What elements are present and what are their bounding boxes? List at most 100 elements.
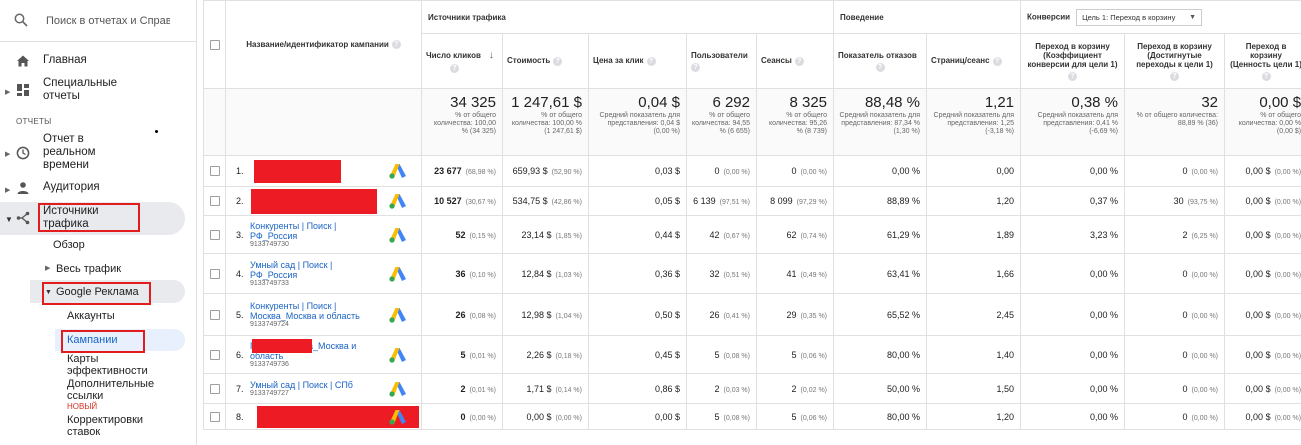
search-icon[interactable] [14, 13, 28, 27]
pages-value: 1,20 [996, 196, 1015, 206]
nav-campaigns[interactable]: Кампании [67, 334, 118, 346]
redacted-block [257, 406, 419, 428]
row-checkbox-cell [203, 155, 226, 187]
totals-cell: 8 325% от общего количества: 95,26 % (8 … [755, 88, 835, 156]
row-checkbox[interactable] [209, 411, 220, 422]
totals-note: Средний показатель для представления: 87… [839, 112, 921, 135]
search-input[interactable] [46, 12, 170, 30]
nav-google-ads[interactable]: Google Реклама [56, 286, 139, 298]
search-bar [0, 0, 196, 42]
conv-rate-value: 0,00 % [1089, 309, 1119, 320]
nav-audience[interactable]: ▶ Аудитория [0, 181, 196, 195]
cpc-cell: 0,36 $ [588, 253, 687, 294]
bounce-value: 61,29 % [886, 229, 921, 240]
users-value: 5 [714, 349, 720, 360]
nav-sitelinks[interactable]: Дополнительные ссылки [67, 378, 155, 402]
column-users-label: Пользователи [691, 50, 748, 60]
row-checkbox[interactable] [209, 309, 220, 320]
column-goal-value[interactable]: Переход в корзину (Ценность цели 1)? [1224, 33, 1301, 89]
expand-arrow-icon[interactable]: ▶ [5, 151, 11, 158]
campaign-name-link[interactable]: Конкуренты | Поиск | Москва_Москва и обл… [250, 300, 360, 321]
sessions-value: 5 [791, 349, 797, 360]
help-icon[interactable]: ? [1261, 71, 1271, 81]
row-checkbox-cell [203, 215, 226, 254]
row-checkbox[interactable] [209, 349, 220, 360]
group-acquisition: Источники трафика [420, 0, 835, 34]
nav-custom-reports[interactable]: ▶ Специальные отчеты [0, 77, 196, 105]
row-checkbox[interactable] [209, 229, 220, 240]
sort-desc-icon[interactable]: ↓ [488, 49, 494, 61]
campaign-name-link[interactable]: Умный сад | Поиск | СПб [250, 379, 353, 390]
collapse-arrow-icon[interactable]: ▼ [45, 289, 52, 296]
help-icon[interactable]: ? [450, 63, 459, 73]
column-users[interactable]: Пользователи? [686, 33, 757, 89]
expand-arrow-icon[interactable]: ▶ [45, 265, 51, 272]
expand-arrow-icon[interactable]: ▶ [5, 187, 11, 194]
help-icon[interactable]: ? [1068, 71, 1078, 81]
row-checkbox[interactable] [209, 196, 220, 207]
totals-cell: 34 325% от общего количества: 100,00 % (… [421, 88, 503, 156]
google-ads-icon[interactable] [389, 409, 407, 425]
column-conv-rate[interactable]: Переход в корзину (Коэффициент конверсии… [1020, 33, 1126, 89]
nav-overview[interactable]: Обзор [53, 239, 85, 251]
help-icon[interactable]: ? [646, 56, 656, 66]
users-cell: 26 (0,41 %) [686, 293, 757, 336]
column-bounce[interactable]: Показатель отказов? [833, 33, 928, 89]
clicks-percent: (0,01 %) [469, 386, 496, 394]
google-ads-icon[interactable] [389, 347, 407, 363]
help-icon[interactable]: ? [794, 56, 804, 66]
conv-rate-value: 0,00 % [1089, 383, 1119, 394]
column-clicks[interactable]: Число кликов ↓? [421, 33, 503, 89]
goal-value-cell: 0,00 $ (0,00 %) [1224, 253, 1301, 294]
help-icon[interactable]: ? [992, 56, 1002, 66]
totals-cell: 0,00 $% от общего количества: 0,00 % (0,… [1224, 88, 1301, 156]
nav-bid-adjustments[interactable]: Корректировки ставок [67, 414, 144, 438]
totals-note: % от общего количества: 100,00 % (34 325… [434, 112, 496, 135]
row-number: 3. [236, 229, 244, 240]
column-cost[interactable]: Стоимость? [502, 33, 589, 89]
expand-arrow-icon[interactable]: ▶ [5, 89, 11, 96]
nav-all-traffic[interactable]: Весь трафик [56, 263, 122, 275]
google-ads-icon[interactable] [389, 307, 407, 323]
help-icon[interactable]: ? [1170, 71, 1180, 81]
campaign-id: 9133749724 [250, 320, 289, 328]
totals-value: 0,00 $ [1259, 94, 1301, 111]
nav-acquisition[interactable]: ▼ Источники трафика [0, 205, 196, 233]
bounce-cell: 50,00 % [833, 373, 928, 404]
nav-accounts[interactable]: Аккаунты [67, 310, 115, 322]
users-value: 26 [709, 309, 720, 320]
row-checkbox[interactable] [209, 383, 220, 394]
nav-heatmaps[interactable]: Карты эффективности [67, 353, 148, 377]
help-icon[interactable]: ? [553, 56, 563, 66]
nav-realtime[interactable]: ▶ Отчет в реальном времени [0, 133, 196, 173]
column-campaign[interactable]: Название/идентификатор кампании? [225, 0, 422, 89]
select-all-cell [203, 0, 226, 89]
campaign-name-link[interactable]: Умный сад | Поиск | РФ_Россия [250, 259, 333, 280]
column-cpc[interactable]: Цена за клик? [588, 33, 687, 89]
users-percent: (0,08 %) [723, 352, 750, 360]
row-checkbox[interactable] [209, 268, 220, 279]
google-ads-icon[interactable] [389, 381, 407, 397]
column-goal-completions[interactable]: Переход в корзину (Достигнутые переходы … [1124, 33, 1226, 89]
google-ads-icon[interactable] [389, 163, 407, 179]
column-pages[interactable]: Страниц/сеанс? [926, 33, 1022, 89]
totals-note: % от общего количества: 94,55 % (6 655) [691, 112, 750, 135]
campaign-name-link[interactable]: Конкуренты | Поиск | РФ_Россия [250, 220, 337, 241]
goal-select[interactable]: Цель 1: Переход в корзину ▼ [1076, 8, 1203, 26]
row-checkbox[interactable] [209, 166, 220, 177]
bounce-cell: 0,00 % [833, 155, 928, 187]
table-row: 4. Умный сад | Поиск | РФ_Россия 913374973… [203, 253, 1301, 294]
help-icon[interactable]: ? [691, 62, 700, 72]
collapse-arrow-icon[interactable]: ▼ [5, 215, 13, 224]
google-ads-icon[interactable] [389, 193, 407, 209]
google-ads-icon[interactable] [389, 227, 407, 243]
select-all-checkbox[interactable] [210, 39, 220, 50]
sessions-cell: 29 (0,35 %) [755, 293, 835, 336]
sessions-cell: 8 099 (97,29 %) [755, 186, 835, 216]
nav-home[interactable]: Главная [0, 54, 196, 68]
column-sessions[interactable]: Сеансы? [755, 33, 835, 89]
google-ads-icon[interactable] [389, 266, 407, 282]
help-icon[interactable]: ? [391, 40, 401, 50]
help-icon[interactable]: ? [875, 62, 885, 72]
goal-value-percent: (0,00 %) [1274, 232, 1301, 240]
